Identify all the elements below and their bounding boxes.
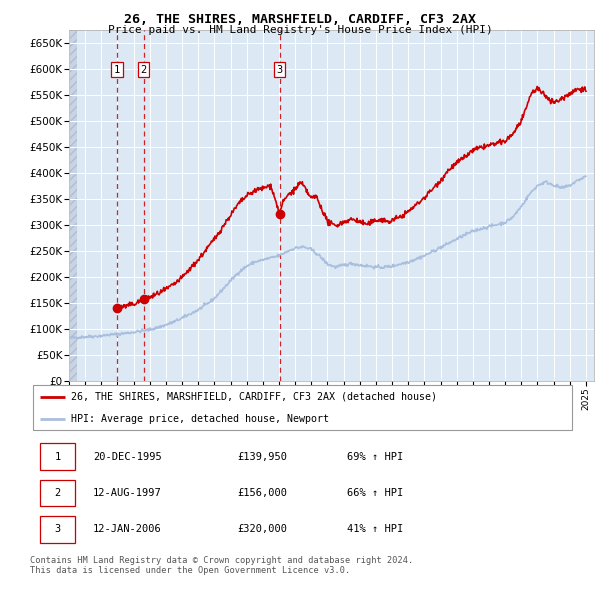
- Text: £139,950: £139,950: [238, 452, 287, 461]
- Text: 66% ↑ HPI: 66% ↑ HPI: [347, 488, 403, 498]
- FancyBboxPatch shape: [40, 480, 76, 506]
- Text: 3: 3: [55, 525, 61, 534]
- Text: Price paid vs. HM Land Registry's House Price Index (HPI): Price paid vs. HM Land Registry's House …: [107, 25, 493, 35]
- Text: 3: 3: [277, 65, 283, 75]
- Text: 1: 1: [55, 452, 61, 461]
- Text: Contains HM Land Registry data © Crown copyright and database right 2024.
This d: Contains HM Land Registry data © Crown c…: [30, 556, 413, 575]
- Text: HPI: Average price, detached house, Newport: HPI: Average price, detached house, Newp…: [71, 414, 329, 424]
- Text: 12-JAN-2006: 12-JAN-2006: [93, 525, 161, 534]
- Text: £156,000: £156,000: [238, 488, 287, 498]
- FancyBboxPatch shape: [33, 385, 572, 431]
- Text: 12-AUG-1997: 12-AUG-1997: [93, 488, 161, 498]
- FancyBboxPatch shape: [40, 443, 76, 470]
- Text: 69% ↑ HPI: 69% ↑ HPI: [347, 452, 403, 461]
- FancyBboxPatch shape: [40, 516, 76, 543]
- Text: 41% ↑ HPI: 41% ↑ HPI: [347, 525, 403, 534]
- Text: 1: 1: [113, 65, 120, 75]
- Text: 2: 2: [140, 65, 147, 75]
- Text: 20-DEC-1995: 20-DEC-1995: [93, 452, 161, 461]
- Text: 26, THE SHIRES, MARSHFIELD, CARDIFF, CF3 2AX: 26, THE SHIRES, MARSHFIELD, CARDIFF, CF3…: [124, 13, 476, 26]
- Text: £320,000: £320,000: [238, 525, 287, 534]
- Text: 26, THE SHIRES, MARSHFIELD, CARDIFF, CF3 2AX (detached house): 26, THE SHIRES, MARSHFIELD, CARDIFF, CF3…: [71, 392, 437, 402]
- Text: 2: 2: [55, 488, 61, 498]
